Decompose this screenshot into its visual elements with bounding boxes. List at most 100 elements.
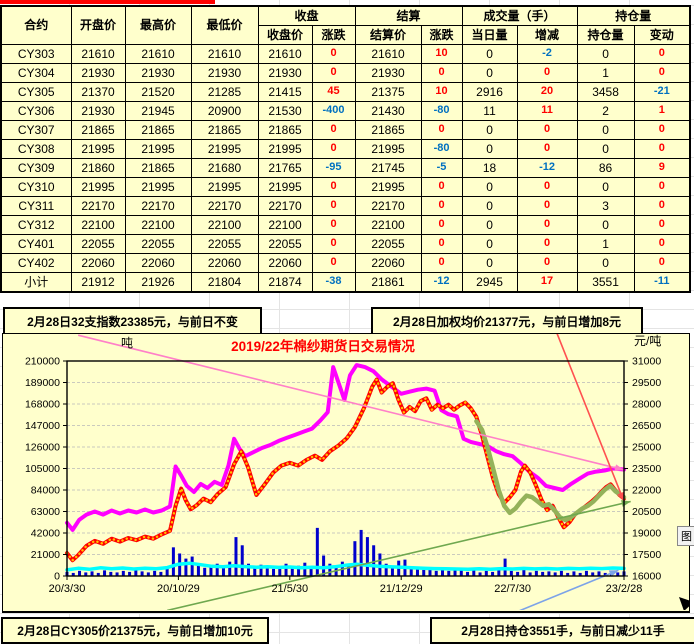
value-cell[interactable]: 9	[633, 158, 691, 178]
value-cell[interactable]: 2945	[461, 272, 518, 293]
value-cell[interactable]: 21610	[190, 44, 259, 64]
value-cell[interactable]: -12	[516, 158, 578, 178]
value-cell[interactable]: 0	[461, 253, 518, 273]
value-cell[interactable]: 20900	[190, 101, 259, 121]
value-cell[interactable]: 21874	[257, 272, 313, 293]
value-cell[interactable]: 0	[311, 215, 356, 235]
value-cell[interactable]: 0	[576, 177, 635, 197]
value-cell[interactable]: 0	[311, 120, 356, 140]
value-cell[interactable]: -11	[633, 272, 691, 293]
value-cell[interactable]: 21610	[70, 44, 126, 64]
contract-cell[interactable]: CY307	[0, 120, 72, 140]
column-header[interactable]: 当日量	[461, 25, 518, 45]
value-cell[interactable]: 0	[311, 44, 356, 64]
value-cell[interactable]: 0	[461, 44, 518, 64]
value-cell[interactable]: 10	[420, 82, 463, 102]
value-cell[interactable]: 0	[516, 234, 578, 254]
value-cell[interactable]: 1	[576, 234, 635, 254]
value-cell[interactable]: 0	[420, 253, 463, 273]
value-cell[interactable]: 21865	[257, 120, 313, 140]
value-cell[interactable]: 3551	[576, 272, 635, 293]
value-cell[interactable]: 3	[576, 196, 635, 216]
value-cell[interactable]: 0	[461, 177, 518, 197]
value-cell[interactable]: 1	[633, 101, 691, 121]
value-cell[interactable]: 10	[420, 44, 463, 64]
value-cell[interactable]: 0	[420, 196, 463, 216]
value-cell[interactable]: 21995	[257, 139, 313, 159]
value-cell[interactable]: 22170	[124, 196, 192, 216]
column-group-header[interactable]: 开盘价	[70, 5, 126, 45]
value-cell[interactable]: 22060	[257, 253, 313, 273]
value-cell[interactable]: 21926	[124, 272, 192, 293]
value-cell[interactable]: 1	[576, 63, 635, 83]
value-cell[interactable]: 0	[420, 234, 463, 254]
value-cell[interactable]: 21995	[190, 139, 259, 159]
value-cell[interactable]: 22055	[70, 234, 126, 254]
value-cell[interactable]: 22055	[190, 234, 259, 254]
value-cell[interactable]: 21930	[124, 63, 192, 83]
value-cell[interactable]: 21945	[124, 101, 192, 121]
value-cell[interactable]: 0	[516, 253, 578, 273]
value-cell[interactable]: 21804	[190, 272, 259, 293]
value-cell[interactable]: 21865	[190, 120, 259, 140]
value-cell[interactable]: 0	[633, 253, 691, 273]
value-cell[interactable]: 21520	[124, 82, 192, 102]
value-cell[interactable]: 0	[633, 44, 691, 64]
value-cell[interactable]: 21995	[70, 139, 126, 159]
column-header[interactable]: 增减	[516, 25, 578, 45]
value-cell[interactable]: 0	[461, 63, 518, 83]
contract-cell[interactable]: CY306	[0, 101, 72, 121]
value-cell[interactable]: 0	[311, 63, 356, 83]
contract-cell[interactable]: CY402	[0, 253, 72, 273]
value-cell[interactable]: 0	[461, 139, 518, 159]
value-cell[interactable]: 22100	[354, 215, 422, 235]
value-cell[interactable]: 0	[461, 196, 518, 216]
contract-cell[interactable]: CY309	[0, 158, 72, 178]
value-cell[interactable]: 0	[516, 177, 578, 197]
value-cell[interactable]: 22100	[124, 215, 192, 235]
value-cell[interactable]: 0	[633, 177, 691, 197]
value-cell[interactable]: 22170	[257, 196, 313, 216]
value-cell[interactable]: 0	[576, 253, 635, 273]
value-cell[interactable]: 0	[420, 120, 463, 140]
value-cell[interactable]: 21765	[257, 158, 313, 178]
value-cell[interactable]: -95	[311, 158, 356, 178]
value-cell[interactable]: 0	[633, 63, 691, 83]
value-cell[interactable]: 0	[576, 215, 635, 235]
column-group-header[interactable]: 收盘	[257, 5, 356, 26]
value-cell[interactable]: 22170	[354, 196, 422, 216]
value-cell[interactable]: 22060	[124, 253, 192, 273]
column-group-header[interactable]: 合约	[0, 5, 72, 45]
value-cell[interactable]: 22100	[70, 215, 126, 235]
value-cell[interactable]: 21530	[257, 101, 313, 121]
value-cell[interactable]: 21912	[70, 272, 126, 293]
value-cell[interactable]: 0	[311, 177, 356, 197]
value-cell[interactable]: 22060	[70, 253, 126, 273]
value-cell[interactable]: 21861	[354, 272, 422, 293]
contract-cell[interactable]: CY304	[0, 63, 72, 83]
value-cell[interactable]: 21995	[257, 177, 313, 197]
value-cell[interactable]: 20	[516, 82, 578, 102]
value-cell[interactable]: -5	[420, 158, 463, 178]
value-cell[interactable]: 0	[311, 139, 356, 159]
value-cell[interactable]: 0	[516, 139, 578, 159]
value-cell[interactable]: 22100	[257, 215, 313, 235]
value-cell[interactable]: 22055	[257, 234, 313, 254]
value-cell[interactable]: 21995	[354, 139, 422, 159]
value-cell[interactable]: 21865	[354, 120, 422, 140]
value-cell[interactable]: 21610	[257, 44, 313, 64]
value-cell[interactable]: 0	[420, 177, 463, 197]
value-cell[interactable]: -2	[516, 44, 578, 64]
daily-trading-chart[interactable]: 0 16000 21000 17500 42000 19000 63000 20500 8400…	[2, 333, 690, 613]
contract-cell[interactable]: CY303	[0, 44, 72, 64]
value-cell[interactable]: 18	[461, 158, 518, 178]
value-cell[interactable]: 21285	[190, 82, 259, 102]
value-cell[interactable]: 0	[633, 215, 691, 235]
value-cell[interactable]: 11	[516, 101, 578, 121]
contract-cell[interactable]: CY308	[0, 139, 72, 159]
value-cell[interactable]: 21430	[354, 101, 422, 121]
value-cell[interactable]: 2916	[461, 82, 518, 102]
value-cell[interactable]: 21995	[354, 177, 422, 197]
value-cell[interactable]: -400	[311, 101, 356, 121]
value-cell[interactable]: 22100	[190, 215, 259, 235]
